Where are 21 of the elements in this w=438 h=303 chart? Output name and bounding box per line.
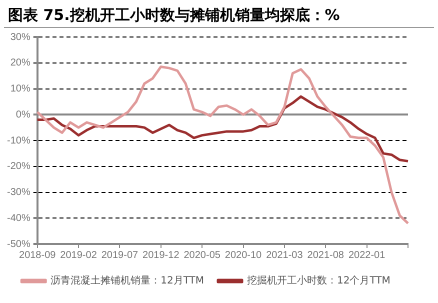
y-tick-label: 10%	[10, 84, 30, 94]
x-tick-label: 2019-02	[60, 250, 98, 261]
x-tick-label: 2021-08	[307, 250, 344, 261]
y-tick-label: -50%	[6, 238, 30, 250]
x-tick-label: 2018-09	[18, 250, 56, 261]
y-tick-label: -10%	[6, 135, 30, 146]
y-tick-label: -20%	[6, 161, 30, 172]
y-tick-label: -40%	[6, 212, 30, 224]
legend-label: 挖掘机开工小时数：12个月TTM	[247, 274, 390, 287]
x-tick-label: 2021-03	[266, 250, 304, 261]
x-tick-label: 2022-01	[348, 250, 386, 261]
y-tick-label: 0%	[16, 109, 30, 120]
legend-label: 沥青混凝土摊铺机销量：12月TTM	[50, 274, 204, 287]
x-tick-label: 2020-05	[184, 250, 221, 261]
x-tick-label: 2020-10	[224, 250, 262, 261]
y-tick-label: -30%	[6, 187, 30, 198]
chart-title: 图表 75.挖机开工小时数与摊铺机销量均探底：%	[4, 0, 434, 28]
x-tick-label: 2019-12	[142, 250, 180, 261]
y-tick-label: 20%	[10, 58, 30, 69]
y-tick-label: 30%	[10, 32, 30, 43]
x-tick-label: 2019-07	[101, 250, 138, 261]
